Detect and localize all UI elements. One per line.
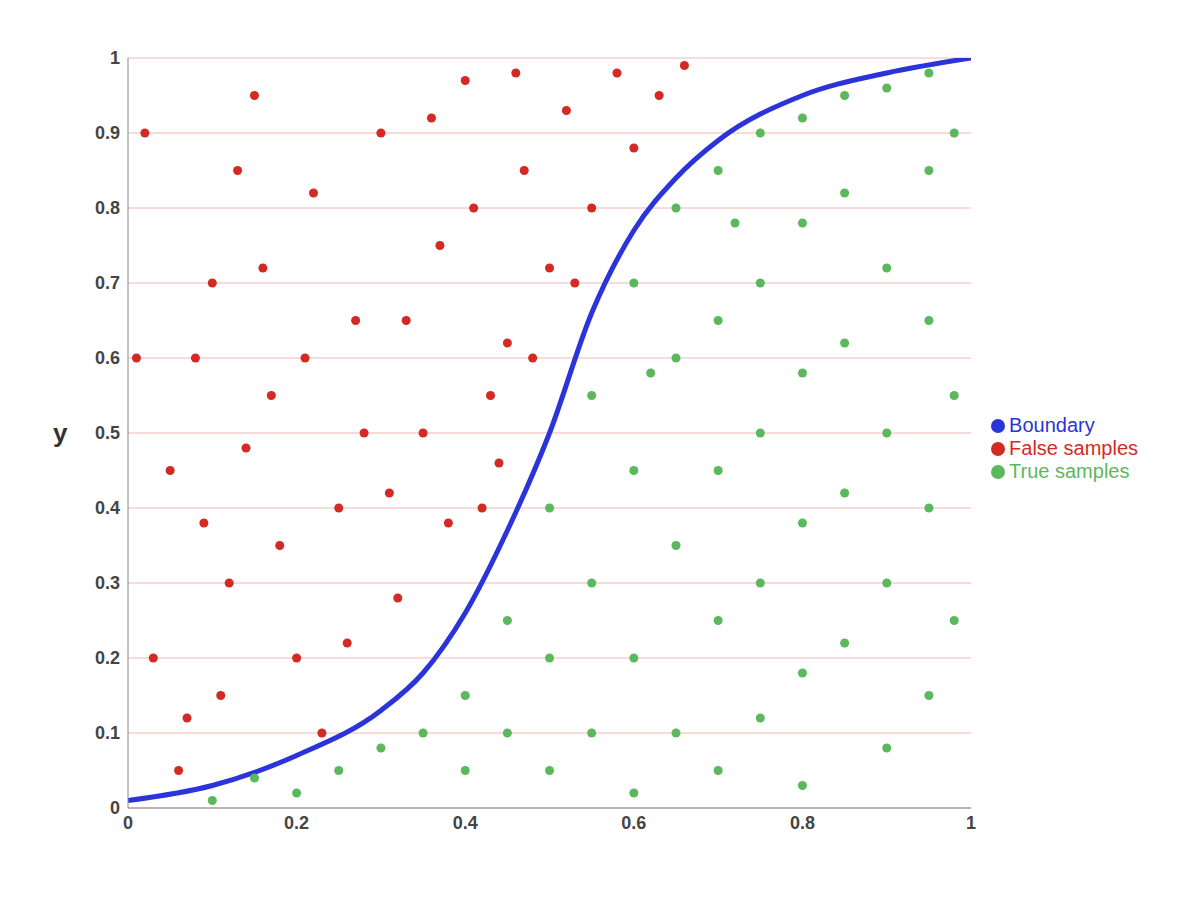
svg-text:0.1: 0.1: [95, 723, 120, 743]
svg-text:0: 0: [123, 813, 133, 833]
svg-text:1: 1: [966, 813, 976, 833]
svg-text:0.8: 0.8: [790, 813, 815, 833]
svg-text:0.7: 0.7: [95, 273, 120, 293]
svg-text:0.5: 0.5: [95, 423, 120, 443]
svg-text:0.8: 0.8: [95, 198, 120, 218]
svg-text:0.9: 0.9: [95, 123, 120, 143]
svg-text:0.2: 0.2: [95, 648, 120, 668]
svg-text:0.4: 0.4: [453, 813, 478, 833]
html-text:False samples: False samples: [1009, 436, 1138, 459]
svg-text:1: 1: [110, 48, 120, 68]
svg-text:y: y: [53, 418, 68, 448]
svg-text:0.4: 0.4: [95, 498, 120, 518]
svg-text:0.6: 0.6: [95, 348, 120, 368]
svg-text:0.6: 0.6: [621, 813, 646, 833]
html-text:True samples: True samples: [1009, 459, 1130, 482]
html-text:Boundary: Boundary: [1009, 413, 1095, 436]
svg-text:0.3: 0.3: [95, 573, 120, 593]
svg-text:0: 0: [110, 798, 120, 818]
svg-text:0.2: 0.2: [284, 813, 309, 833]
